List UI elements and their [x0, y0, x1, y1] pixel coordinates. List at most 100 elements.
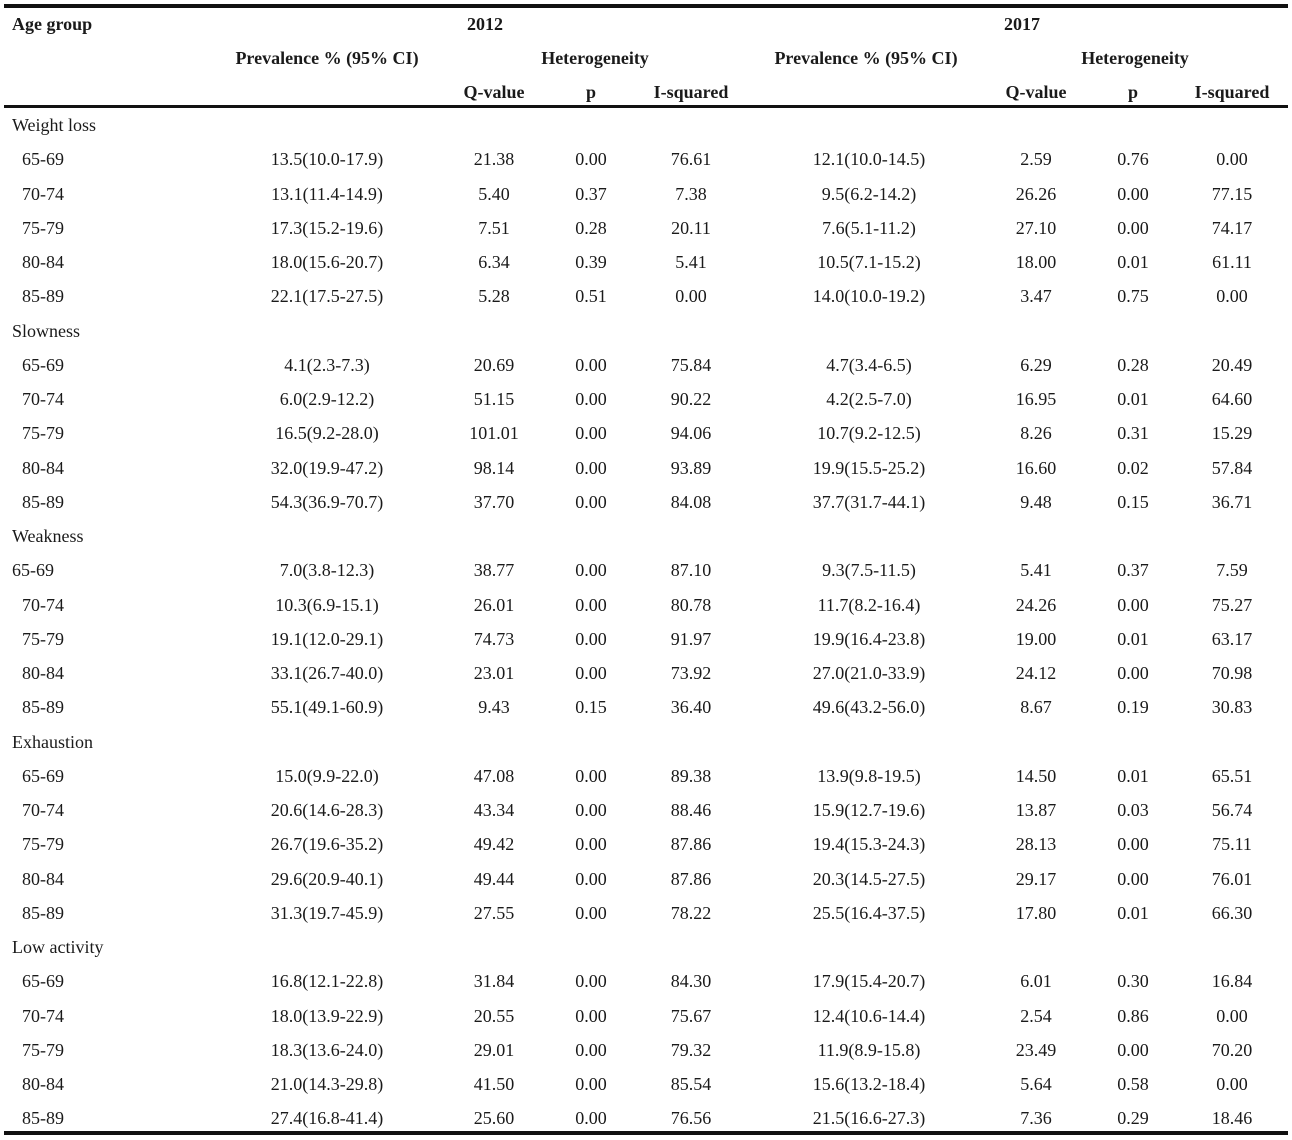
header-q-value-2017: Q-value — [1005, 82, 1067, 102]
cell-prevalence-2017: 37.7(31.7-44.1) — [812, 491, 926, 512]
cell-p-2012: 0.00 — [575, 149, 607, 170]
cell-prevalence-2012: 10.3(6.9-15.1) — [275, 594, 379, 615]
cell-q-value-2017: 5.41 — [1020, 560, 1052, 581]
section-label: Slowness — [12, 320, 81, 341]
cell-i-squared-2017: 30.83 — [1211, 697, 1253, 718]
header-i-squared-2012: I-squared — [653, 82, 729, 102]
cell-p-2012: 0.51 — [575, 286, 607, 307]
cell-i-squared-2012: 20.11 — [671, 217, 711, 238]
cell-prevalence-2012: 18.0(15.6-20.7) — [270, 252, 384, 272]
cell-i-squared-2017: 15.29 — [1211, 423, 1253, 444]
cell-i-squared-2017: 76.01 — [1211, 868, 1253, 889]
header-i-squared-2017: I-squared — [1194, 82, 1270, 102]
cell-p-2012: 0.00 — [575, 457, 607, 478]
cell-p-2017: 0.29 — [1117, 1108, 1149, 1129]
cell-prevalence-2017: 27.0(21.0-33.9) — [812, 663, 926, 683]
table-row: 75-79 18.3(13.6-24.0) 29.01 0.00 79.32 11.9(8… — [4, 1034, 1288, 1068]
cell-p-2017: 0.76 — [1117, 149, 1149, 170]
cell-p-2017: 0.30 — [1117, 971, 1149, 992]
cell-p-2017: 0.31 — [1117, 423, 1149, 444]
cell-q-value-2012: 27.55 — [473, 902, 515, 923]
cell-i-squared-2017: 0.00 — [1216, 1074, 1248, 1094]
cell-i-squared-2017: 65.51 — [1211, 765, 1253, 786]
table-row: 70-74 10.3(6.9-15.1) 26.01 0.00 80.78 11.7(8.… — [4, 589, 1288, 623]
cell-prevalence-2012: 7.0(3.8-12.3) — [279, 560, 375, 581]
cell-p-2017: 0.01 — [1117, 389, 1149, 409]
cell-p-2017: 0.03 — [1117, 800, 1149, 820]
cell-prevalence-2012: 29.6(20.9-40.1) — [270, 868, 384, 889]
section-label: Weight loss — [12, 115, 97, 135]
cell-prevalence-2017: 10.5(7.1-15.2) — [817, 252, 921, 272]
header-rule — [4, 105, 1288, 108]
cell-i-squared-2012: 91.97 — [670, 628, 712, 649]
cell-prevalence-2012: 19.1(12.0-29.1) — [270, 628, 384, 649]
cell-prevalence-2012: 6.0(2.9-12.2) — [279, 389, 375, 409]
table-row: 65-69 4.1(2.3-7.3) 20.69 0.00 75.84 4.7(3.4-6… — [4, 349, 1288, 383]
cell-q-value-2017: 6.01 — [1020, 971, 1052, 992]
table-row: 80-84 33.1(26.7-40.0) 23.01 0.00 73.92 27.0(2… — [4, 657, 1288, 691]
cell-i-squared-2012: 88.46 — [670, 800, 712, 820]
header-heterogeneity-2012: Heterogeneity — [541, 48, 649, 68]
cell-age-group: 75-79 — [22, 1039, 64, 1060]
cell-prevalence-2017: 9.3(7.5-11.5) — [822, 560, 916, 581]
cell-prevalence-2012: 21.0(14.3-29.8) — [270, 1074, 384, 1094]
table-bottom-rule — [4, 1131, 1288, 1135]
cell-i-squared-2017: 70.98 — [1211, 663, 1253, 683]
cell-age-group: 70-74 — [22, 389, 64, 409]
cell-p-2012: 0.28 — [575, 217, 607, 238]
table-row: 70-74 6.0(2.9-12.2) 51.15 0.00 90.22 4.2(2.5-… — [4, 383, 1288, 417]
cell-prevalence-2012: 18.0(13.9-22.9) — [270, 1005, 384, 1026]
cell-prevalence-2012: 20.6(14.6-28.3) — [270, 800, 384, 820]
cell-p-2017: 0.00 — [1117, 663, 1149, 683]
cell-q-value-2017: 13.87 — [1015, 800, 1057, 820]
cell-q-value-2012: 20.69 — [473, 354, 515, 375]
cell-q-value-2012: 41.50 — [473, 1074, 515, 1094]
cell-i-squared-2012: 90.22 — [670, 389, 712, 409]
cell-p-2017: 0.00 — [1117, 1039, 1149, 1060]
header-year-2012: 2012 — [467, 14, 503, 34]
cell-p-2012: 0.00 — [575, 354, 607, 375]
header-prevalence-2012: Prevalence % (95% CI) — [235, 48, 419, 68]
header-q-value-2012: Q-value — [463, 82, 525, 102]
cell-i-squared-2017: 7.59 — [1216, 560, 1248, 581]
cell-prevalence-2017: 11.7(8.2-16.4) — [817, 594, 921, 615]
cell-i-squared-2012: 76.61 — [670, 149, 712, 170]
table-row: 80-84 18.0(15.6-20.7) 6.34 0.39 5.41 10.5(7.1… — [4, 246, 1288, 280]
cell-p-2017: 0.00 — [1117, 594, 1149, 615]
cell-i-squared-2017: 20.49 — [1211, 354, 1253, 375]
cell-prevalence-2017: 49.6(43.2-56.0) — [812, 697, 926, 718]
cell-i-squared-2017: 63.17 — [1211, 628, 1253, 649]
cell-i-squared-2012: 0.00 — [675, 286, 707, 307]
cell-i-squared-2012: 93.89 — [670, 457, 712, 478]
cell-i-squared-2012: 36.40 — [670, 697, 712, 718]
cell-prevalence-2012: 31.3(19.7-45.9) — [270, 902, 384, 923]
cell-age-group: 75-79 — [22, 423, 64, 444]
section-row: Low activity — [4, 931, 1288, 965]
cell-p-2017: 0.00 — [1117, 183, 1149, 204]
cell-q-value-2012: 21.38 — [473, 149, 515, 170]
cell-i-squared-2017: 66.30 — [1211, 902, 1253, 923]
cell-p-2012: 0.00 — [575, 560, 607, 581]
cell-prevalence-2017: 14.0(10.0-19.2) — [812, 286, 926, 307]
cell-age-group: 65-69 — [22, 149, 64, 170]
cell-q-value-2017: 28.13 — [1015, 834, 1057, 855]
section-row: Exhaustion — [4, 726, 1288, 760]
cell-age-group: 65-69 — [22, 354, 64, 375]
cell-q-value-2017: 19.00 — [1015, 628, 1057, 649]
cell-prevalence-2017: 19.9(16.4-23.8) — [812, 628, 926, 649]
cell-age-group: 85-89 — [22, 491, 64, 512]
cell-age-group: 65-69 — [12, 560, 54, 581]
cell-q-value-2017: 6.29 — [1020, 354, 1052, 375]
cell-age-group: 70-74 — [22, 594, 64, 615]
cell-prevalence-2017: 20.3(14.5-27.5) — [812, 868, 926, 889]
cell-q-value-2017: 18.00 — [1015, 252, 1057, 272]
section-label: Weakness — [12, 526, 84, 546]
cell-age-group: 80-84 — [22, 663, 64, 683]
cell-prevalence-2012: 26.7(19.6-35.2) — [270, 834, 384, 855]
cell-p-2012: 0.00 — [575, 1005, 607, 1026]
cell-age-group: 70-74 — [22, 183, 64, 204]
cell-i-squared-2012: 75.84 — [670, 354, 712, 375]
cell-prevalence-2012: 16.5(9.2-28.0) — [275, 423, 379, 444]
cell-q-value-2012: 31.84 — [473, 971, 515, 992]
cell-q-value-2012: 49.42 — [473, 834, 515, 855]
